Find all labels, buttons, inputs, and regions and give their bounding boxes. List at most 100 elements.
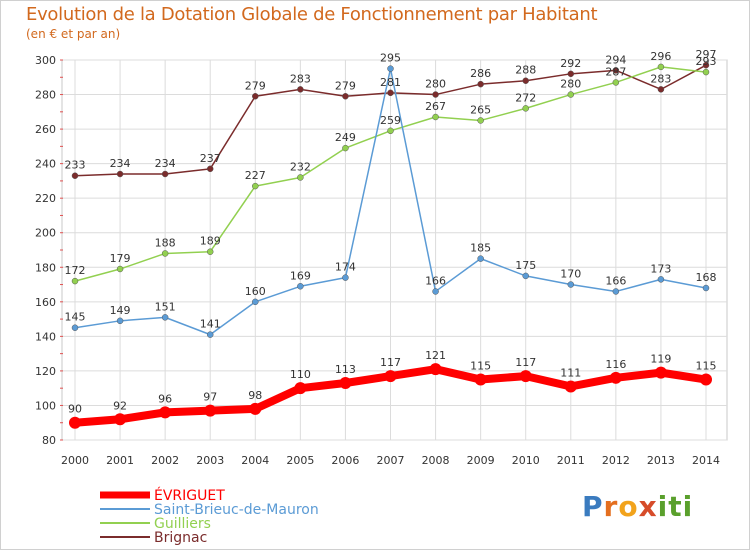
series-0-data-label: 110 <box>290 368 311 381</box>
x-tick-label-2006: 2006 <box>331 454 359 467</box>
series-0-data-label: 115 <box>696 360 717 373</box>
series-0-data-label: 117 <box>380 356 401 369</box>
series-1-point <box>432 288 439 295</box>
series-0-point <box>159 406 172 419</box>
series-2-point <box>522 105 529 112</box>
x-tick-label-2001: 2001 <box>106 454 134 467</box>
y-tick-label-240: 240 <box>35 158 56 171</box>
series-0-data-label: 121 <box>425 349 446 362</box>
series-1-data-label: 295 <box>380 52 401 65</box>
y-tick-label-80: 80 <box>42 434 56 447</box>
series-2-data-label: 172 <box>65 264 86 277</box>
series-1-data-label: 151 <box>155 300 176 313</box>
x-tick-label-2011: 2011 <box>557 454 585 467</box>
chart-subtitle: (en € et par an) <box>26 27 121 41</box>
series-0-point <box>519 370 532 383</box>
series-3-point <box>297 86 304 93</box>
series-0-point <box>654 366 667 379</box>
series-2-point <box>342 144 349 152</box>
x-tick-label-2013: 2013 <box>647 454 675 467</box>
series-3-data-label: 292 <box>560 57 581 70</box>
chart-title: Evolution de la Dotation Globale de Fonc… <box>26 4 598 25</box>
series-3-point <box>522 77 529 84</box>
y-tick-label-220: 220 <box>35 192 56 205</box>
series-3-data-label: 237 <box>200 152 221 165</box>
series-1-point <box>522 272 529 280</box>
series-0-point <box>69 416 81 429</box>
series-1-point <box>702 284 710 292</box>
legend-label-2: Guilliers <box>154 516 211 532</box>
series-2-data-label: 265 <box>470 103 491 116</box>
series-0-data-label: 119 <box>650 353 671 366</box>
series-2-point <box>161 250 169 257</box>
series-2-point <box>71 277 79 285</box>
series-3-data-label: 279 <box>245 79 266 92</box>
x-tick-label-2012: 2012 <box>602 454 630 467</box>
series-3-data-label: 294 <box>605 53 626 66</box>
series-2-point <box>252 182 259 190</box>
series-0-data-label: 113 <box>335 363 356 376</box>
series-2-data-label: 189 <box>200 235 221 248</box>
x-tick-label-2014: 2014 <box>692 454 720 467</box>
series-1-point <box>567 281 575 288</box>
x-tick-label-2002: 2002 <box>151 454 179 467</box>
series-3-point <box>206 165 214 173</box>
series-1-point <box>297 283 304 290</box>
series-0-data-label: 117 <box>515 356 536 369</box>
legend-label-1: Saint-Brieuc-de-Mauron <box>154 502 319 518</box>
series-2-point <box>477 117 484 124</box>
series-1-point <box>252 298 259 306</box>
series-3-data-label: 280 <box>425 78 446 91</box>
series-0-point <box>339 377 352 389</box>
series-1-data-label: 170 <box>560 268 581 281</box>
series-0-point <box>474 373 487 386</box>
series-2-data-label: 179 <box>110 252 131 265</box>
series-2-point <box>612 79 620 86</box>
series-1-data-label: 173 <box>650 262 671 275</box>
series-3-data-label: 297 <box>696 48 717 61</box>
series-2-data-label: 227 <box>245 169 266 182</box>
series-1-data-label: 166 <box>605 274 626 287</box>
series-2-data-label: 249 <box>335 131 356 144</box>
series-1-point <box>657 276 665 283</box>
x-tick-label-2003: 2003 <box>196 454 224 467</box>
series-2-point <box>432 113 439 121</box>
series-1-point <box>477 255 484 262</box>
series-3-data-label: 283 <box>290 72 311 85</box>
series-0-point <box>249 402 262 415</box>
x-tick-label-2010: 2010 <box>512 454 540 467</box>
series-3-data-label: 286 <box>470 67 491 80</box>
y-tick-label-260: 260 <box>35 123 56 136</box>
series-1-point <box>342 274 349 281</box>
series-3-data-label: 288 <box>515 64 536 77</box>
x-tick-label-2008: 2008 <box>422 454 450 467</box>
series-1-data-label: 185 <box>470 242 491 255</box>
series-3-point <box>387 89 394 97</box>
series-2-data-label: 280 <box>560 78 581 91</box>
series-1-data-label: 174 <box>335 261 356 274</box>
series-2-data-label: 296 <box>650 50 671 63</box>
series-3-point <box>116 170 124 178</box>
series-0-data-label: 111 <box>560 366 581 379</box>
series-1-point <box>116 317 124 325</box>
x-tick-label-2005: 2005 <box>286 454 314 467</box>
x-tick-label-2000: 2000 <box>61 454 89 467</box>
series-0-point <box>429 363 442 376</box>
series-3-point <box>342 93 349 100</box>
y-tick-label-120: 120 <box>35 365 56 378</box>
series-0-data-label: 97 <box>203 391 217 404</box>
series-3-point <box>567 70 575 78</box>
series-0-data-label: 92 <box>113 399 127 412</box>
series-0-point <box>294 382 307 395</box>
x-tick-label-2009: 2009 <box>467 454 495 467</box>
series-2-data-label: 188 <box>155 236 176 249</box>
series-0-data-label: 98 <box>248 389 262 402</box>
series-0-point <box>114 413 127 426</box>
y-tick-label-200: 200 <box>35 227 56 240</box>
series-0-data-label: 96 <box>158 392 172 405</box>
series-2-point <box>657 63 665 71</box>
series-0-data-label: 90 <box>68 403 82 416</box>
proxiti-logo: Proxiti <box>582 490 694 523</box>
series-3-point <box>477 80 484 88</box>
